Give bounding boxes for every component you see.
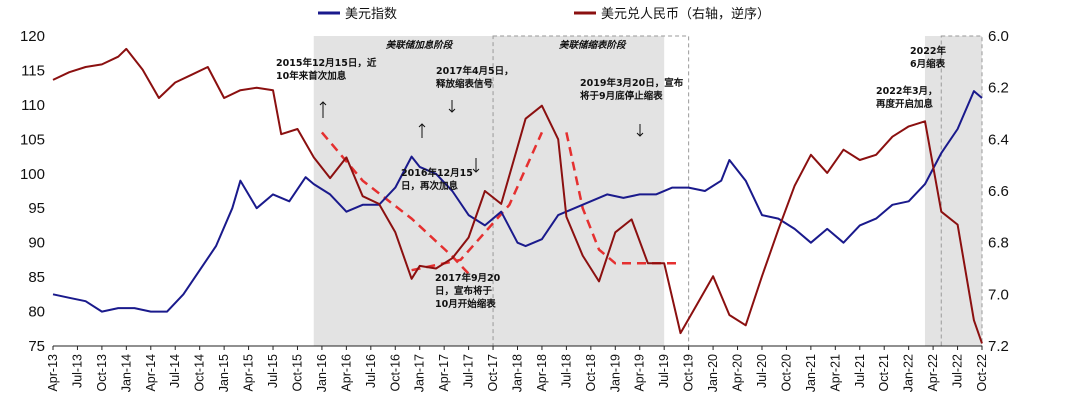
x-axis-tick: Jul-19 — [657, 354, 671, 388]
series-lines — [52, 47, 983, 344]
x-axis-tick: Jul-22 — [951, 354, 965, 388]
x-axis-tick: Apr-22 — [926, 354, 940, 392]
annotation-arrowhead — [636, 132, 644, 137]
right-axis-tick: 7.0 — [988, 286, 1009, 303]
right-axis-tick: 6.2 — [988, 80, 1009, 97]
left-axis-tick: 100 — [20, 166, 45, 183]
x-axis-tick: Apr-20 — [731, 354, 745, 392]
shaded-regions: 美联储加息阶段 美联储缩表阶段 — [313, 35, 983, 347]
right-axis-tick: 6.0 — [988, 28, 1009, 45]
x-axis-tick: Apr-21 — [828, 354, 842, 392]
x-axis-tick: Oct-17 — [486, 354, 500, 392]
trend-line — [565, 132, 681, 265]
x-axis-tick: Jul-15 — [266, 354, 280, 388]
left-axis-tick: 105 — [20, 131, 45, 148]
shaded-region — [313, 36, 665, 346]
legend-label: 美元兑人民币（右轴，逆序） — [601, 6, 770, 22]
usd-index-line — [52, 90, 983, 313]
annotation-text: 2022年 — [910, 45, 946, 57]
x-axis-tick: Apr-18 — [535, 354, 549, 392]
trend-line — [320, 131, 470, 275]
x-axis-tick: Jan-21 — [804, 354, 818, 392]
annotation-text: 2022年3月， — [876, 85, 938, 97]
left-axis-tick: 95 — [28, 200, 45, 217]
usdcny-line — [52, 47, 983, 344]
x-axis-tick: Jan-15 — [217, 354, 231, 392]
x-axis-tick: Apr-16 — [339, 354, 353, 392]
left-axis-tick: 75 — [28, 338, 45, 355]
x-axis-tick: Apr-17 — [437, 354, 451, 392]
x-axis-tick: Jan-17 — [413, 354, 427, 392]
annotation-arrowhead — [319, 101, 327, 106]
x-axis-tick: Oct-14 — [193, 354, 207, 392]
annotation-arrowhead — [472, 168, 480, 173]
shaded-region-label: 美联储加息阶段 — [386, 39, 454, 51]
left-axis-tick: 90 — [28, 235, 45, 252]
annotation-text: 2017年9月20 — [435, 272, 501, 284]
annotation-text: 释放缩表信号 — [436, 78, 494, 90]
annotation-text: 日，再次加息 — [401, 180, 459, 192]
annotation-text: 将于9月底停止缩表 — [580, 90, 663, 102]
annotation-text: 2019年3月20日，宣布 — [580, 77, 684, 89]
legend-label: 美元指数 — [345, 7, 397, 22]
annotation-text: 6月缩表 — [910, 58, 946, 70]
x-axis-tick: Jan-16 — [315, 354, 329, 392]
x-axis-tick: Jul-17 — [462, 354, 476, 388]
left-axis-tick: 80 — [28, 304, 45, 321]
right-axis-tick: 6.6 — [988, 183, 1009, 200]
x-axis-tick: Oct-22 — [975, 354, 989, 392]
x-axis-tick: Apr-13 — [46, 354, 60, 392]
annotation-text: 10年来首次加息 — [276, 70, 347, 82]
left-axis-tick: 115 — [21, 62, 45, 79]
shaded-region — [924, 36, 982, 346]
x-axis-tick: Jul-20 — [755, 354, 769, 388]
legend: 美元指数 美元兑人民币（右轴，逆序） — [318, 6, 770, 22]
x-axis-tick: Jul-13 — [70, 354, 84, 388]
x-axis-tick: Apr-15 — [242, 354, 256, 392]
x-axis-tick: Jan-14 — [119, 354, 133, 392]
x-axis-tick: Jan-19 — [608, 354, 622, 392]
left-axis-tick: 85 — [28, 269, 45, 286]
annotation-text: 2015年12月15日，近 — [276, 57, 377, 69]
x-axis-tick: Jan-22 — [902, 354, 916, 392]
x-axis-tick: Jan-18 — [511, 354, 525, 392]
left-axis-tick: 120 — [20, 28, 45, 45]
x-axis-tick: Jan-20 — [706, 354, 720, 392]
trend-lines — [320, 131, 681, 275]
right-axis-tick: 7.2 — [988, 338, 1009, 355]
shaded-region-label: 美联储缩表阶段 — [559, 39, 627, 51]
x-axis-tick: Oct-18 — [584, 354, 598, 392]
annotation-text: 10月开始缩表 — [435, 298, 496, 310]
x-axis-tick: Jul-16 — [364, 354, 378, 388]
annotation-text: 再度开启加息 — [876, 98, 934, 110]
x-axis-tick: Oct-20 — [779, 354, 793, 392]
right-axis-tick: 6.8 — [988, 235, 1009, 252]
annotation-arrowhead — [448, 108, 456, 113]
x-axis-tick: Oct-21 — [877, 354, 891, 392]
x-axis-tick: Apr-14 — [144, 354, 158, 392]
x-axis-tick: Oct-13 — [95, 354, 109, 392]
annotation-text: 2017年4月5日， — [436, 65, 514, 77]
x-axis-tick: Jul-14 — [168, 354, 182, 388]
x-axis-tick: Jul-21 — [853, 354, 867, 388]
x-axis-tick: Oct-19 — [682, 354, 696, 392]
annotation-text: 2016年12月15 — [401, 167, 473, 179]
annotation-text: 日，宣布将于 — [435, 285, 493, 297]
x-axis-tick: Oct-15 — [290, 354, 304, 392]
annotation-arrowhead — [418, 123, 426, 128]
axes: 75 80 85 90 95 100 105 110 115 120 6.0 6.2 6.4 6.6 6.8… — [20, 28, 1009, 392]
right-axis-tick: 6.4 — [988, 131, 1009, 148]
x-axis-tick: Apr-19 — [633, 354, 647, 392]
left-axis-tick: 110 — [21, 97, 45, 114]
x-axis-tick: Oct-16 — [388, 354, 402, 392]
x-axis-tick: Jul-18 — [559, 354, 573, 388]
